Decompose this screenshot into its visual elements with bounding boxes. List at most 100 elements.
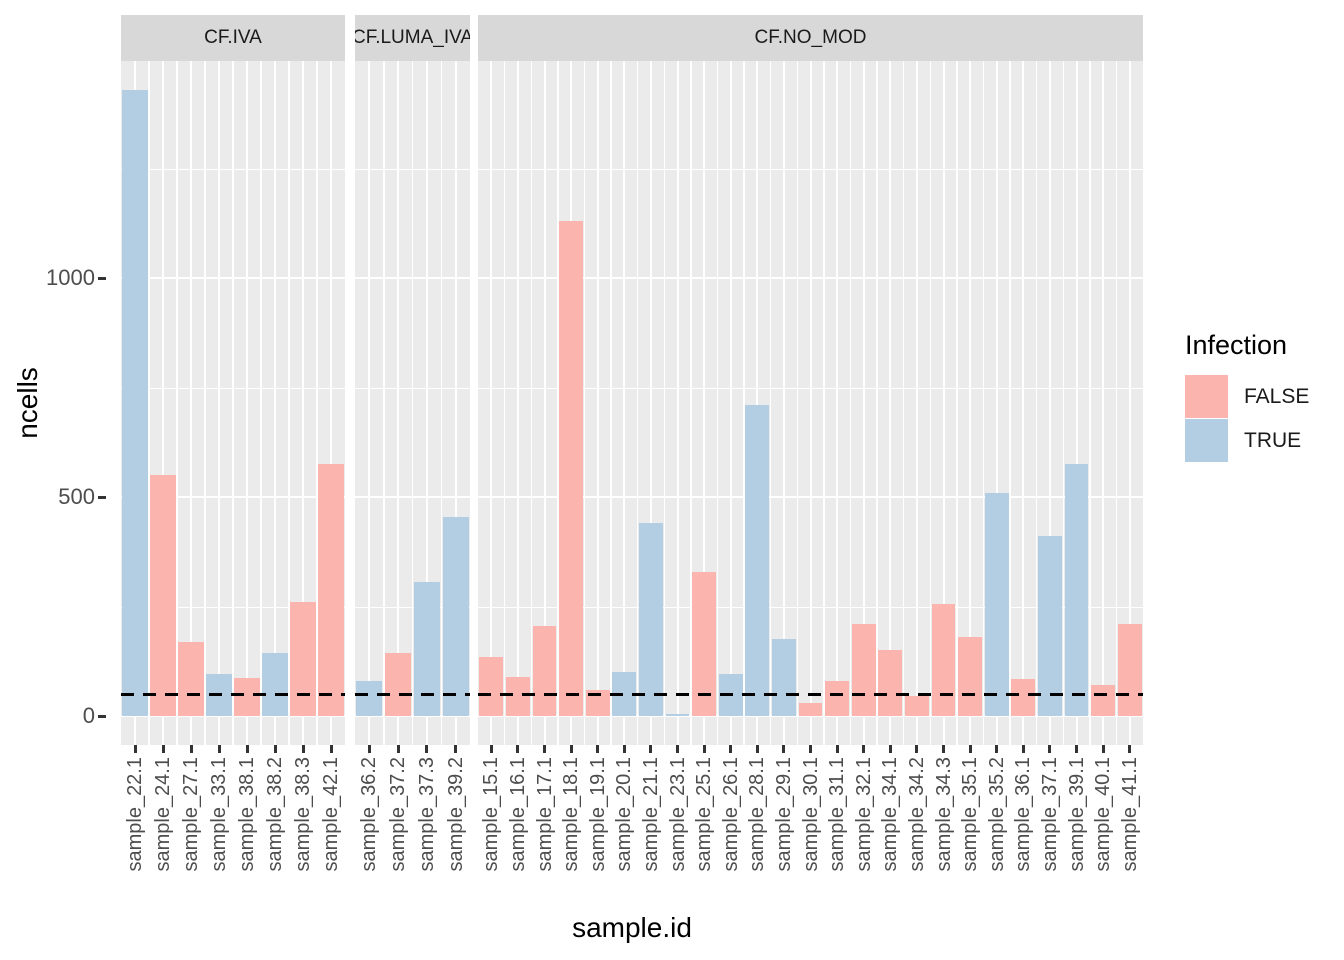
v-minor-gridline [411,61,414,745]
x-tick-mark [729,745,733,753]
bar-sample_39.2 [442,516,469,716]
h-major-gridline [355,715,470,717]
v-minor-gridline [148,61,150,745]
v-major-gridline [368,61,371,745]
x-tick-label: sample_33.1 [208,757,230,872]
bar-sample_27.1 [178,641,204,716]
legend-swatch-true [1185,419,1228,462]
bar-sample_25.1 [692,571,716,716]
bar-sample_35.1 [958,637,982,716]
legend-swatch-false [1185,375,1228,418]
x-tick-label: sample_35.1 [959,757,982,872]
threshold-dashed-line [478,692,1143,696]
bar-sample_17.1 [532,626,557,716]
x-tick-label: sample_39.2 [444,757,467,872]
bar-sample_38.2 [262,652,288,716]
bar-sample_36.1 [1011,678,1036,716]
x-axis-title: sample.id [572,912,692,943]
y-tick-mark-500 [98,496,106,499]
h-major-gridline [121,496,345,498]
v-minor-gridline [1009,61,1011,745]
v-minor-gridline [583,61,586,745]
y-tick-label-1000: 1000 [46,265,95,290]
v-minor-gridline [288,61,290,745]
v-major-gridline [1102,61,1105,745]
x-tick-mark [835,745,839,753]
h-minor-gridline [478,168,1143,170]
h-major-gridline [355,277,470,279]
x-tick-mark [968,745,972,753]
v-major-gridline [756,61,759,745]
x-tick-mark [189,745,193,753]
v-major-gridline [397,61,400,745]
facet-strip-label: CF.IVA [204,27,262,48]
h-minor-gridline [121,387,345,389]
x-tick-mark [396,745,400,753]
x-tick-mark [1128,745,1132,753]
x-tick-mark [217,745,221,753]
h-major-gridline [478,277,1143,279]
facet-strip-2: CF.NO_MOD [478,15,1143,61]
x-tick-mark [649,745,653,753]
legend: Infection FALSE TRUE [1185,330,1309,462]
x-tick-label: sample_30.1 [799,757,822,872]
v-major-gridline [649,61,652,745]
v-minor-gridline [610,61,612,745]
bar-sample_28.1 [745,405,770,716]
h-minor-gridline [121,168,345,170]
x-tick-label: sample_41.1 [1118,757,1141,872]
bar-sample_32.1 [851,624,876,716]
x-tick-label: sample_18.1 [560,757,583,872]
bar-sample_21.1 [638,523,663,716]
x-tick-mark [543,745,546,753]
y-tick-label-0: 0 [82,703,95,728]
x-tick-mark [301,745,305,753]
y-tick-label-500: 500 [58,484,95,509]
h-minor-gridline [355,387,470,389]
v-major-gridline [1022,61,1025,745]
v-minor-gridline [902,61,905,745]
v-major-gridline [969,61,972,745]
threshold-dashed-line [355,692,470,696]
v-minor-gridline [743,61,745,745]
bar-sample_37.1 [1037,536,1062,716]
v-major-gridline [809,61,812,745]
x-tick-mark [915,745,919,753]
x-tick-mark [622,745,626,753]
x-tick-mark [995,745,999,753]
v-major-gridline [729,61,732,745]
x-tick-mark [809,745,812,753]
x-tick-mark [161,745,165,753]
bar-sample_41.1 [1117,624,1142,716]
x-tick-mark [454,745,458,753]
x-tick-label: sample_37.3 [415,757,438,872]
facet-panel-1 [355,61,470,745]
x-tick-label: sample_17.1 [533,757,556,872]
threshold-dashed-line [121,692,345,696]
v-minor-gridline [383,61,385,745]
bar-sample_15.1 [479,656,504,716]
x-tick-label: sample_38.3 [292,757,314,872]
x-tick-mark [888,745,892,753]
x-tick-label: sample_15.1 [480,757,503,872]
x-tick-mark [569,745,573,753]
h-major-gridline [121,277,345,279]
x-tick-mark [273,745,277,753]
x-tick-label: sample_26.1 [719,757,742,872]
x-tick-label: sample_34.2 [905,757,928,872]
v-major-gridline [1048,61,1051,745]
x-tick-mark [596,745,600,753]
h-minor-gridline [121,606,345,608]
bar-sample_35.2 [984,492,1009,716]
bar-sample_38.3 [290,602,316,716]
v-minor-gridline [849,61,852,745]
x-tick-mark [1021,745,1025,753]
h-minor-gridline [478,606,1143,608]
x-tick-label: sample_37.1 [1038,757,1061,872]
x-tick-label: sample_21.1 [639,757,662,872]
bar-sample_24.1 [150,475,176,716]
x-tick-label: sample_24.1 [152,757,174,872]
bar-sample_34.3 [931,604,956,716]
facet-strip-1: CF.LUMA_IVA [355,15,470,61]
bar-sample_31.1 [825,681,849,716]
